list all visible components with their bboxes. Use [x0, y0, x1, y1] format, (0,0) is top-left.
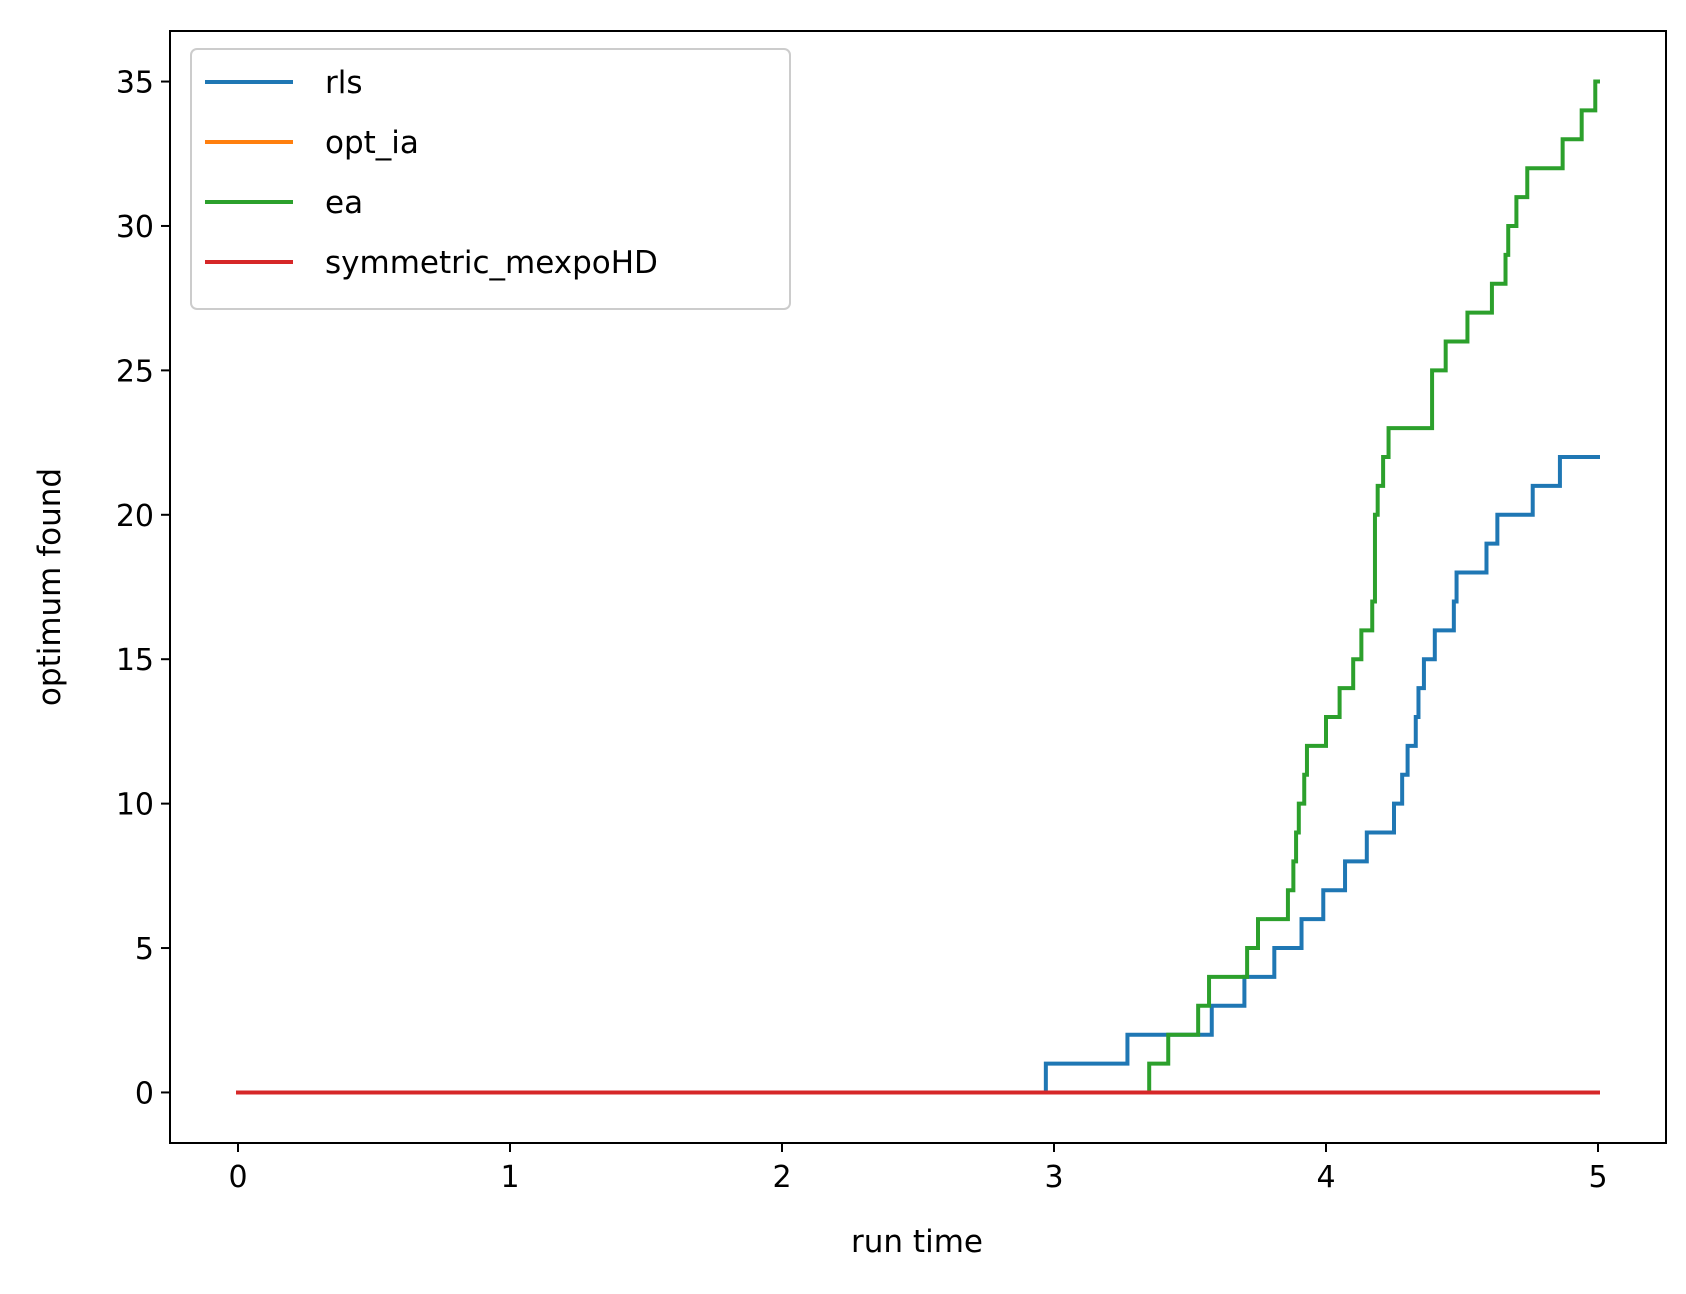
legend-label: symmetric_mexpoHD: [325, 245, 658, 281]
x-tick-label: 5: [1588, 1160, 1607, 1195]
y-tick-label: 35: [116, 66, 154, 101]
legend-box: [190, 48, 791, 310]
x-tick-label: 3: [1044, 1160, 1063, 1195]
y-axis: 0 5 10 15 20 25 30 35: [116, 66, 170, 1111]
y-tick-label: 0: [135, 1076, 154, 1111]
x-axis-label: run time: [851, 1224, 983, 1260]
plot-area: [236, 79, 1600, 1095]
y-tick-label: 30: [116, 210, 154, 245]
legend-label: ea: [325, 185, 363, 221]
series-line-ea: [236, 79, 1600, 1095]
y-tick-label: 20: [116, 499, 154, 534]
x-tick-label: 2: [772, 1160, 791, 1195]
y-tick-label: 15: [116, 643, 154, 678]
x-tick-label: 1: [500, 1160, 519, 1195]
axes-frame: [169, 30, 1667, 1144]
legend-label: rls: [325, 65, 363, 101]
y-axis-label: optimum found: [32, 468, 68, 706]
y-tick-label: 5: [135, 932, 154, 967]
x-axis: 0 1 2 3 4 5: [228, 1143, 1608, 1195]
y-tick-label: 25: [116, 354, 154, 389]
x-tick-label: 4: [1316, 1160, 1335, 1195]
y-tick-label: 10: [116, 788, 154, 823]
legend-label: opt_ia: [325, 125, 419, 161]
x-tick-label: 0: [228, 1160, 247, 1195]
series-line-rls: [236, 455, 1600, 1095]
